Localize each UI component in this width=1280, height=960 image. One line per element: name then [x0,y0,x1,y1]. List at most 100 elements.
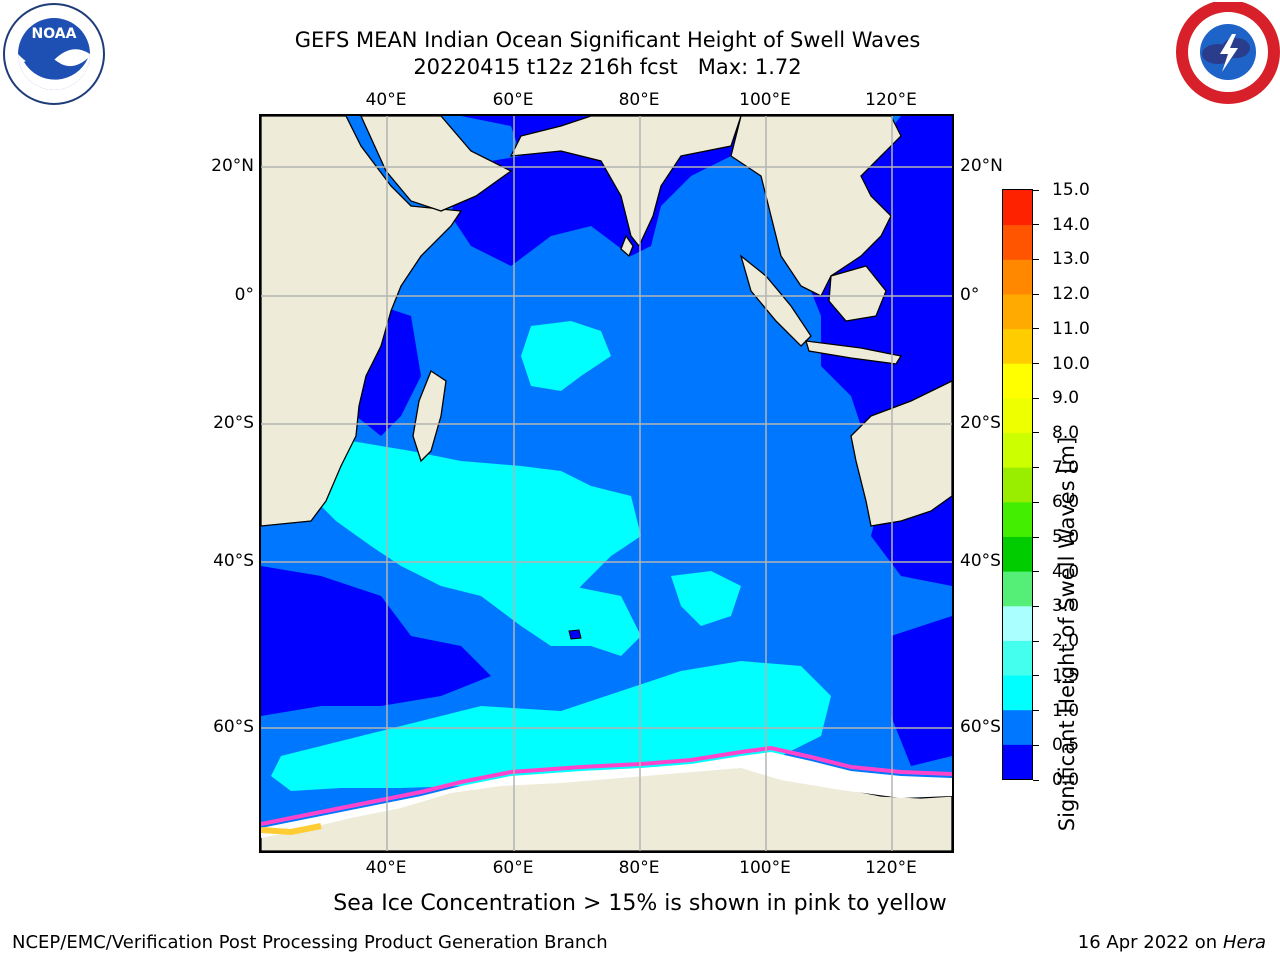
nws-logo [1176,0,1280,106]
lat-tick-right: 20°S [960,413,1001,433]
lon-tick-bottom: 80°E [618,858,660,878]
kerguelen-island [568,629,582,640]
chart-subtitle: 20220415 t12z 216h fcst Max: 1.72 [413,55,802,79]
lon-tick-top: 80°E [618,90,660,110]
footer-date: 16 Apr 2022 on Hera [1078,932,1266,954]
swell-band-mid [521,321,611,391]
colorbar-label: Significant Height of Swell Waves [m] [1055,436,1079,832]
colorbar-tick-mark [1033,258,1039,260]
graticule [261,116,952,851]
svg-text:NOAA: NOAA [32,26,77,42]
colorbar-tick-mark [1033,224,1039,226]
colorbar-swatch [1003,605,1032,641]
colorbar-tick-mark [1033,328,1039,330]
colorbar-tick-label: 6.0 [1052,492,1080,513]
colorbar-tick-mark [1033,467,1039,469]
chart-title: GEFS MEAN Indian Ocean Significant Heigh… [294,28,921,52]
colorbar-tick-mark [1033,710,1039,712]
colorbar-tick-mark [1033,432,1039,434]
colorbar-tick-label: 9.0 [1052,388,1080,409]
colorbar-swatch [1003,363,1032,399]
lat-tick-left: 0° [234,285,254,305]
land [261,116,952,851]
land-australia [850,380,952,527]
lat-tick-right: 20°N [960,156,1003,176]
land-madagascar [412,370,447,463]
lat-tick-left: 60°S [213,717,254,737]
colorbar-tick-mark [1033,397,1039,399]
colorbar-swatch [1003,190,1032,226]
colorbar-swatch [1003,467,1032,503]
colorbar-swatch [1003,744,1032,780]
lat-tick-right: 60°S [960,717,1001,737]
colorbar [1002,189,1033,780]
lat-tick-left: 20°S [213,413,254,433]
colorbar-tick-label: 12.0 [1052,284,1090,305]
colorbar-swatch [1003,536,1032,572]
land-indochina [730,116,902,297]
colorbar-swatch [1003,432,1032,468]
lon-tick-bottom: 120°E [865,858,917,878]
lon-tick-top: 40°E [365,90,407,110]
lon-tick-top: 60°E [492,90,534,110]
colorbar-swatch [1003,259,1032,295]
land-java [805,340,903,365]
colorbar-tick-mark [1033,501,1039,503]
colorbar-swatches [1003,190,1032,780]
colorbar-tick-mark [1033,744,1039,746]
colorbar-tick-mark [1033,605,1039,607]
colorbar-tick-mark [1033,571,1039,573]
colorbar-tick-mark [1033,536,1039,538]
lon-tick-bottom: 60°E [492,858,534,878]
colorbar-tick-label: 0.5 [1052,735,1080,756]
land-sri-lanka [620,234,634,258]
land-india [509,116,742,248]
lon-tick-top: 100°E [739,90,791,110]
colorbar-tick-mark [1033,363,1039,365]
sea-ice-caption: Sea Ice Concentration > 15% is shown in … [333,891,947,916]
lon-tick-top: 120°E [865,90,917,110]
noaa-logo: NOAA [2,2,106,106]
colorbar-tick-label: 10.0 [1052,353,1090,374]
land-borneo [828,265,887,322]
lon-tick-bottom: 100°E [739,858,791,878]
colorbar-tick-label: 14.0 [1052,214,1090,235]
colorbar-swatch [1003,675,1032,711]
colorbar-tick-label: 1.5 [1052,665,1080,686]
colorbar-swatch [1003,293,1032,330]
colorbar-swatch [1003,640,1032,676]
colorbar-tick-label: 11.0 [1052,318,1090,339]
swell-band-mid [491,576,641,656]
colorbar-swatch [1003,571,1032,607]
colorbar-swatch [1003,709,1032,745]
colorbar-tick-mark [1033,675,1039,677]
colorbar-tick-label: 4.0 [1052,561,1080,582]
land-arabia [360,116,513,212]
colorbar-tick-label: 5.0 [1052,527,1080,548]
colorbar-tick-label: 15.0 [1052,180,1090,200]
lat-tick-left: 40°S [213,551,254,571]
colorbar-tick-label: 3.0 [1052,596,1080,617]
colorbar-tick-label: 0.0 [1052,770,1080,790]
colorbar-swatch [1003,501,1032,537]
colorbar-tick-mark [1033,779,1039,781]
colorbar-tick-label: 8.0 [1052,422,1080,443]
sea-ice [261,752,952,838]
colorbar-tick-label: 2.0 [1052,631,1080,652]
colorbar-tick-label: 13.0 [1052,249,1090,270]
lat-tick-right: 40°S [960,551,1001,571]
colorbar-tick-mark [1033,189,1039,191]
colorbar-tick-mark [1033,640,1039,642]
colorbar-swatch [1003,224,1032,260]
swell-band-mid [671,571,741,626]
swell-band-low [261,566,491,716]
colorbar-tick-label: 7.0 [1052,457,1080,478]
map-canvas [261,116,952,851]
sea-ice-fringe [261,823,322,836]
lat-tick-left: 20°N [211,156,254,176]
footer-host: Hera [1222,932,1266,953]
colorbar-tick-mark [1033,293,1039,295]
footer-date-text: 16 Apr 2022 on [1077,932,1223,953]
lat-tick-right: 0° [960,285,980,305]
lon-tick-bottom: 40°E [365,858,407,878]
